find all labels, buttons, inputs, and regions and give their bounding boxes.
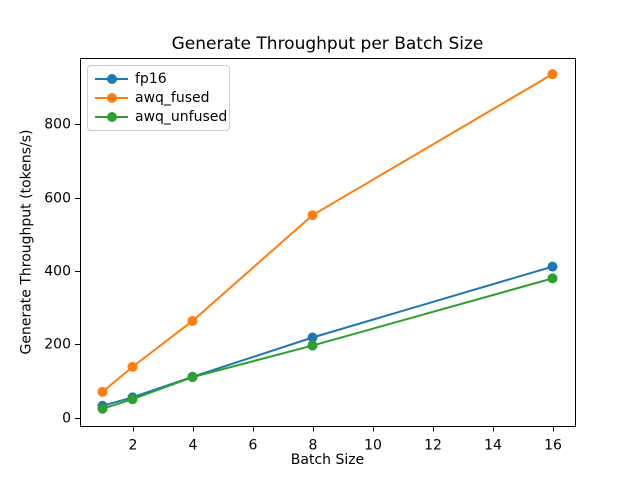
series-marker [307, 340, 318, 351]
x-tick-label: 4 [189, 437, 198, 453]
series-awq_unfused [97, 273, 558, 414]
series-fp16 [97, 261, 558, 411]
x-tick-label: 12 [424, 437, 442, 453]
series-marker [127, 394, 138, 405]
series-marker [547, 261, 558, 272]
x-tick-label: 2 [129, 437, 138, 453]
legend-item-awq-fused: awq_fused [95, 89, 222, 108]
y-tick-label: 800 [44, 116, 71, 132]
legend: fp16 awq_fused awq_unfused [87, 65, 230, 131]
y-tick-label: 0 [62, 410, 71, 426]
y-tick-label: 400 [44, 263, 71, 279]
series-marker [307, 332, 318, 343]
x-tick-label: 16 [544, 437, 562, 453]
x-tick-label: 10 [364, 437, 382, 453]
legend-label: awq_fused [135, 90, 210, 106]
y-axis-label: Generate Throughput (tokens/s) [18, 129, 35, 355]
series-marker [187, 315, 198, 326]
legend-item-fp16: fp16 [95, 70, 222, 89]
axes-spines [80, 58, 576, 427]
series-marker [547, 69, 558, 80]
legend-line-marker-swatch [95, 111, 128, 123]
x-tick-label: 14 [484, 437, 502, 453]
x-tick-label: 6 [249, 437, 258, 453]
series-marker [547, 273, 558, 284]
legend-line-marker-swatch [95, 92, 128, 104]
x-axis-label: Batch Size [290, 452, 365, 468]
legend-item-awq-unfused: awq_unfused [95, 107, 227, 126]
legend-label: fp16 [135, 71, 167, 88]
series-marker [97, 386, 108, 397]
series-marker [307, 210, 318, 221]
series-marker [187, 372, 198, 383]
series-marker [97, 403, 108, 414]
y-tick-label: 200 [44, 336, 71, 352]
x-tick-label: 8 [309, 437, 318, 453]
y-tick-label: 600 [44, 190, 71, 206]
legend-label: awq_unfused [135, 108, 228, 125]
chart-title: Generate Throughput per Batch Size [171, 34, 484, 54]
series-line [102, 277, 553, 410]
legend-line-marker-swatch [95, 73, 128, 85]
series-awq_fused [97, 69, 558, 397]
series-marker [127, 361, 138, 372]
